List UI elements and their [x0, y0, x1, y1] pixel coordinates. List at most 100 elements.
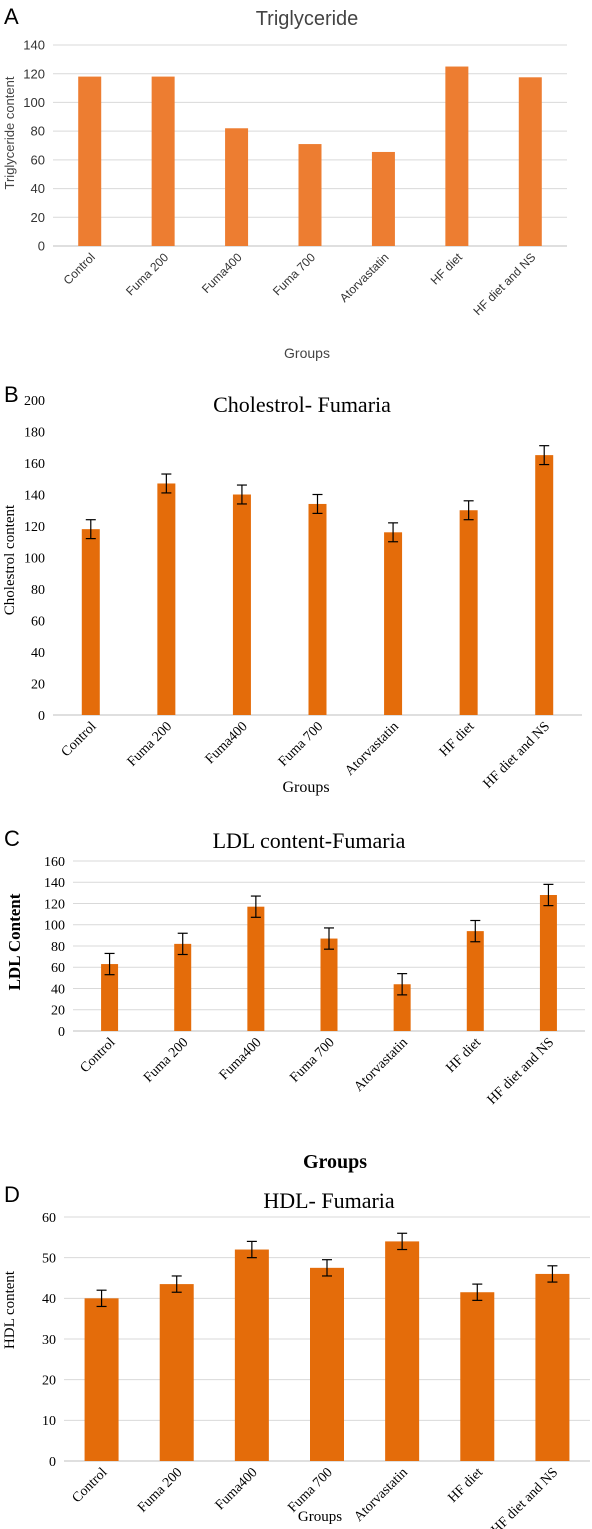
x-tick-label: HF diet and NS [485, 1035, 557, 1107]
x-tick-label: Control [59, 719, 100, 760]
x-tick-label: Fuma 700 [276, 719, 326, 769]
error-bar [543, 883, 554, 907]
error-bar [463, 500, 474, 521]
y-tick-label: 60 [31, 614, 45, 629]
x-tick-label: Atorvastatin [337, 250, 392, 305]
error-bar [470, 919, 481, 943]
y-tick-label: 40 [31, 646, 45, 661]
bar [393, 984, 411, 1031]
y-tick-label: 140 [44, 876, 65, 891]
bar [466, 931, 484, 1031]
bar [310, 1267, 344, 1461]
panel-d: D HDL- Fumaria HDL content Groups 0 10 20 3… [0, 1184, 592, 1529]
panel-b: B Cholestrol- Fumaria Cholestrol content… [0, 378, 592, 810]
x-tick-label: HF diet [428, 250, 466, 288]
x-tick-label: Control [70, 1465, 111, 1506]
error-bar [397, 973, 408, 996]
y-tick-label: 20 [31, 677, 45, 692]
y-tick-label: 20 [51, 1004, 65, 1019]
error-bar [250, 895, 261, 918]
bar [84, 1298, 119, 1461]
bar [371, 151, 395, 246]
y-tick-label: 120 [23, 66, 45, 81]
plot-area: 0 20 40 60 80 100 120 140 160 180 200 Control Fuma 2… [24, 394, 582, 792]
x-tick-label: Fuma400 [213, 1465, 261, 1513]
x-tick-label: Fuma 700 [270, 250, 318, 298]
x-tick-label: HF diet [444, 1035, 485, 1076]
y-tick-label: 10 [42, 1414, 56, 1429]
y-tick-label: 0 [58, 1025, 65, 1040]
y-tick-label: 40 [31, 181, 45, 196]
bar [157, 483, 176, 715]
bar [298, 144, 322, 246]
x-tick-label: Atorvastatin [342, 719, 402, 779]
error-bar [312, 493, 323, 514]
bar [78, 76, 102, 246]
x-tick-label: Fuma 200 [123, 250, 171, 298]
y-tick-label: 0 [38, 239, 45, 254]
error-bar [547, 1265, 558, 1283]
y-tick-label: 20 [31, 210, 45, 225]
bar [535, 455, 554, 715]
y-tick-label: 60 [31, 152, 45, 167]
bar [518, 77, 542, 246]
panel-c-chart: C LDL content-Fumaria LDL Content Groups… [0, 812, 592, 1184]
y-tick-label: 180 [24, 425, 45, 440]
x-tick-label: HF diet and NS [481, 719, 553, 791]
x-tick-label: Fuma 700 [287, 1035, 337, 1085]
y-tick-label: 60 [51, 961, 65, 976]
y-tick-label: 60 [42, 1211, 56, 1226]
error-bar [236, 484, 247, 505]
bar [539, 895, 557, 1031]
error-bar [171, 1275, 182, 1293]
error-bar [397, 1232, 408, 1251]
panel-letter: A [4, 4, 19, 29]
y-tick-label: 160 [24, 457, 45, 472]
triglyceride-chart: A Triglyceride Triglyceride content Grou… [2, 4, 567, 361]
plot-area: 0 20 40 60 80 100 120 140 Control Fuma 200 Fuma400… [23, 38, 567, 318]
error-bar [322, 1259, 332, 1277]
chart-title: LDL content-Fumaria [213, 828, 406, 853]
error-bar [388, 522, 399, 543]
chart-title: Cholestrol- Fumaria [213, 392, 391, 417]
x-tick-label: Fuma 200 [135, 1465, 185, 1515]
cholesterol-chart: B Cholestrol- Fumaria Cholestrol content… [2, 382, 582, 796]
x-tick-label: Fuma 200 [141, 1035, 191, 1085]
y-tick-label: 30 [42, 1333, 56, 1348]
y-tick-label: 160 [44, 855, 65, 870]
chart-title: Triglyceride [256, 8, 359, 30]
bar [247, 906, 265, 1031]
x-tick-label: Fuma400 [199, 250, 245, 296]
bar [159, 1284, 194, 1461]
x-tick-label: Fuma400 [217, 1035, 265, 1083]
y-tick-label: 0 [38, 709, 45, 724]
bar [308, 503, 327, 715]
error-bar [472, 1283, 483, 1301]
error-bar [246, 1240, 257, 1259]
bar [384, 532, 403, 715]
x-axis-label: Groups [282, 779, 329, 796]
hdl-chart: D HDL- Fumaria HDL content Groups 0 10 20 3… [2, 1184, 590, 1529]
y-tick-label: 50 [42, 1252, 56, 1267]
y-tick-label: 120 [24, 520, 45, 535]
bar [225, 128, 249, 246]
x-tick-label: Control [61, 250, 98, 287]
y-tick-label: 140 [24, 488, 45, 503]
y-axis-label: Cholestrol content [2, 504, 18, 615]
bar [385, 1241, 420, 1461]
bar [460, 1292, 495, 1461]
y-tick-label: 20 [42, 1374, 56, 1389]
y-tick-label: 80 [51, 940, 65, 955]
error-bar [96, 1289, 107, 1308]
bar [320, 938, 338, 1031]
bar [234, 1249, 269, 1461]
error-bar [539, 445, 550, 466]
error-bar [161, 473, 172, 494]
bar [232, 494, 251, 715]
panel-letter: B [4, 382, 19, 407]
error-bar [104, 952, 115, 976]
bar [459, 510, 478, 715]
x-axis-label: Groups [303, 1151, 367, 1173]
plot-area: 0 20 40 60 80 100 120 140 160 Control Fuma 200 Fuma… [44, 855, 585, 1108]
